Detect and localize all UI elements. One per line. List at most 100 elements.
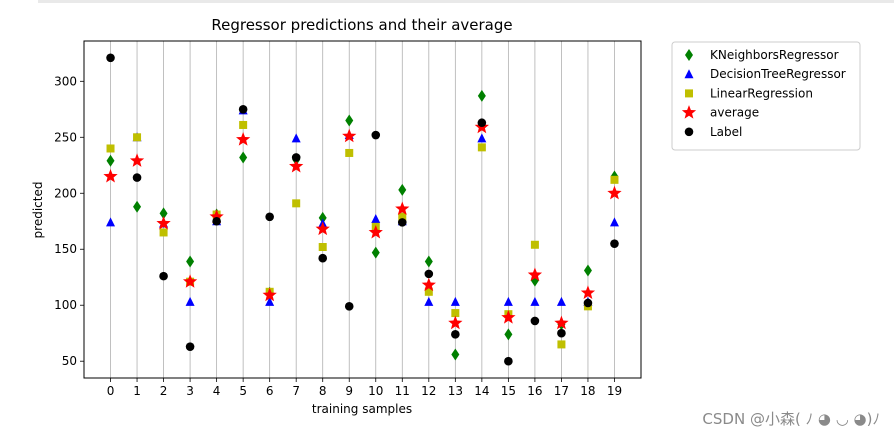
x-tick-label: 9 xyxy=(345,384,353,398)
kneighbors-regressor-point xyxy=(424,255,433,268)
legend-marker xyxy=(684,69,694,79)
linear-regression-point xyxy=(424,287,433,296)
x-tick-label: 18 xyxy=(580,384,595,398)
legend-label: DecisionTreeRegressor xyxy=(710,67,846,81)
decision-tree-regressor-point xyxy=(556,296,566,306)
average-point xyxy=(315,221,330,236)
kneighbors-regressor-point xyxy=(318,211,327,224)
label-point xyxy=(106,53,115,63)
kneighbors-regressor-point xyxy=(239,151,248,164)
linear-regression-point xyxy=(159,228,168,237)
average-point xyxy=(262,287,277,302)
legend-marker xyxy=(685,89,693,98)
linear-regression-point xyxy=(239,120,248,129)
y-tick-label: 100 xyxy=(54,298,77,312)
y-tick-label: 250 xyxy=(54,130,77,144)
x-tick-label: 5 xyxy=(239,384,247,398)
decision-tree-regressor-point xyxy=(371,214,381,224)
average-point xyxy=(501,310,516,324)
average-point xyxy=(156,216,171,230)
average-point xyxy=(395,201,410,216)
x-tick-label: 12 xyxy=(421,384,436,398)
x-tick-label: 7 xyxy=(292,384,300,398)
plot-area-frame xyxy=(83,40,642,379)
decision-tree-regressor-point xyxy=(265,296,275,306)
x-tick-label: 4 xyxy=(213,384,221,398)
label-point xyxy=(212,216,221,226)
linear-regression-point xyxy=(557,340,566,349)
linear-regression-point xyxy=(610,175,619,184)
kneighbors-regressor-point xyxy=(583,264,592,277)
average-point xyxy=(421,277,436,292)
linear-regression-point xyxy=(477,143,486,152)
decision-tree-regressor-point xyxy=(106,217,116,227)
x-tick-label: 0 xyxy=(107,384,115,398)
x-tick-label: 19 xyxy=(607,384,622,398)
y-axis-label: predicted xyxy=(31,182,45,239)
top-border xyxy=(38,0,894,3)
chart-title: Regressor predictions and their average xyxy=(211,16,512,34)
kneighbors-regressor-point xyxy=(371,246,380,259)
x-axis-label: training samples xyxy=(312,402,412,416)
legend-label: average xyxy=(710,106,759,120)
average-point xyxy=(103,168,118,183)
x-tick-label: 8 xyxy=(319,384,327,398)
x-tick-label: 1 xyxy=(133,384,141,398)
y-tick-label: 300 xyxy=(54,74,77,88)
x-tick-label: 10 xyxy=(368,384,383,398)
average-point xyxy=(368,224,383,239)
label-point xyxy=(424,269,434,279)
average-point xyxy=(182,274,198,288)
y-tick-label: 150 xyxy=(54,242,77,256)
label-point xyxy=(397,218,407,227)
decision-tree-regressor-point xyxy=(530,296,540,306)
legend-marker xyxy=(681,105,697,119)
x-tick-label: 6 xyxy=(266,384,274,398)
kneighbors-regressor-point xyxy=(133,200,142,213)
average-point xyxy=(342,128,357,143)
x-tick-label: 2 xyxy=(160,384,168,398)
legend-box xyxy=(671,41,861,151)
kneighbors-regressor-point xyxy=(345,114,354,127)
label-point xyxy=(159,271,168,281)
legend-label: KNeighborsRegressor xyxy=(710,48,839,62)
x-tick-label: 14 xyxy=(474,384,489,398)
decision-tree-regressor-point xyxy=(291,133,301,143)
grid-lines xyxy=(110,41,615,378)
x-tick-label: 13 xyxy=(448,384,463,398)
kneighbors-regressor-point xyxy=(504,328,513,341)
legend-marker xyxy=(685,49,693,61)
linear-regression-point xyxy=(398,212,407,221)
average-point xyxy=(554,315,569,330)
label-point xyxy=(530,316,540,326)
label-point xyxy=(238,104,248,114)
average-point xyxy=(448,315,463,330)
watermark-text: CSDN @小森( ﾉ ◕ ◡ ◕)ﾉ xyxy=(702,410,880,428)
kneighbors-regressor-point xyxy=(477,89,486,102)
linear-regression-point xyxy=(345,148,354,157)
linear-regression-point xyxy=(530,240,539,249)
label-point xyxy=(583,298,593,308)
decision-tree-regressor-point xyxy=(477,133,487,143)
x-tick-label: 17 xyxy=(554,384,569,398)
label-point xyxy=(344,302,354,311)
decision-tree-regressor-point xyxy=(609,217,619,227)
decision-tree-regressor-point xyxy=(185,296,195,306)
decision-tree-regressor-point xyxy=(450,296,460,306)
linear-regression-point xyxy=(318,243,327,252)
label-point xyxy=(504,356,513,366)
linear-regression-point xyxy=(133,133,142,142)
linear-regression-point xyxy=(106,144,115,153)
average-point xyxy=(607,185,622,200)
label-point xyxy=(291,153,301,162)
kneighbors-regressor-point xyxy=(398,183,407,196)
label-point xyxy=(318,253,328,263)
label-point xyxy=(557,328,566,338)
label-point xyxy=(132,173,142,182)
x-tick-label: 16 xyxy=(527,384,542,398)
label-point xyxy=(477,118,487,128)
x-tick-label: 11 xyxy=(395,384,410,398)
x-tick-label: 3 xyxy=(186,384,194,398)
axis-ticks: 0 1 2 3 4 5 6 7 8 9 10 11 12 13 14 15 16 17 18 195010015020… xyxy=(54,74,622,398)
label-point xyxy=(265,212,274,222)
